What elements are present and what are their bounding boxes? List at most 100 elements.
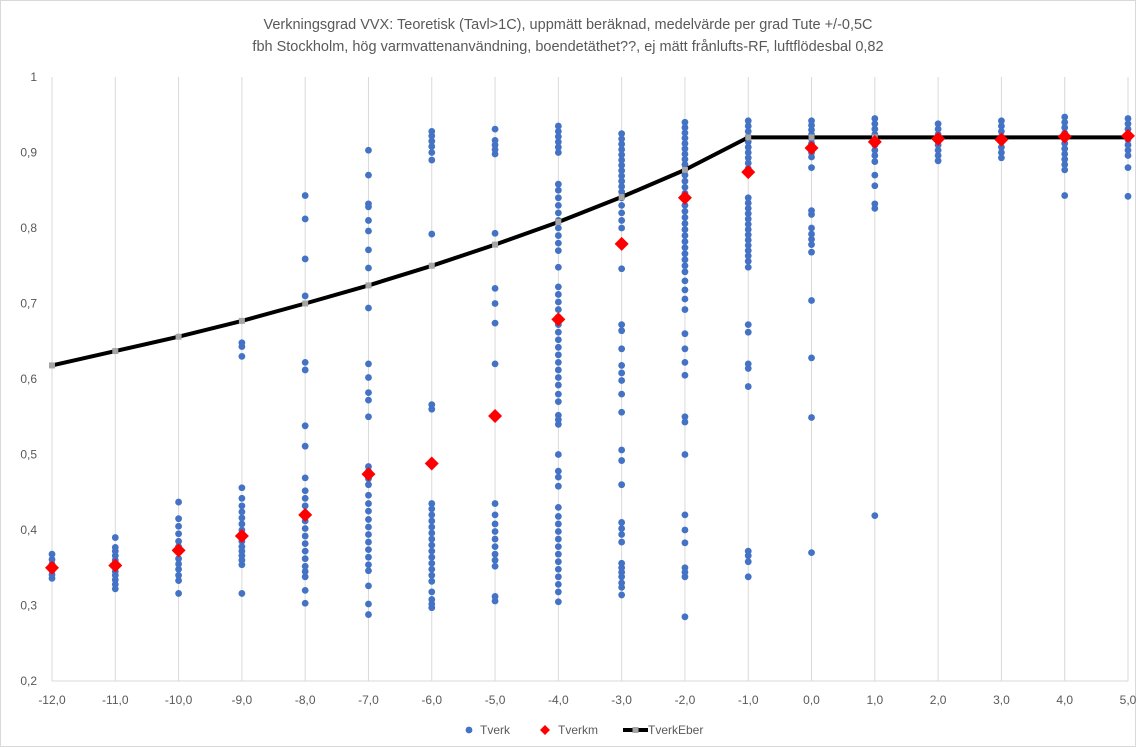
legend: Tverk Tverkm TverkEber: [465, 723, 703, 737]
tverk-point: [301, 540, 309, 547]
y-tick-label: 1: [30, 70, 37, 84]
tverk-point: [1061, 155, 1069, 163]
tverk-point: [681, 220, 689, 227]
tverk-point: [238, 590, 246, 597]
tverk-point: [491, 550, 499, 558]
tverk-point: [681, 511, 689, 519]
tverk-point: [618, 390, 626, 398]
tverk-point: [681, 118, 689, 126]
tverk-point: [428, 505, 436, 513]
tverkm-point: [867, 134, 882, 149]
tverk-point: [238, 484, 246, 492]
tverk-point: [554, 336, 562, 344]
tverk-point: [618, 525, 626, 532]
tverk-point: [175, 555, 182, 563]
tverk-point: [681, 214, 689, 221]
tverk-point: [365, 582, 372, 590]
tverk-point: [934, 146, 942, 154]
tverkeber-point: [238, 317, 245, 324]
tverk-point: [365, 507, 372, 515]
y-tick-label: 0,5: [20, 448, 37, 462]
tverk-point: [554, 247, 562, 255]
tverk-point: [1061, 161, 1069, 168]
tverkeber-point: [112, 348, 119, 355]
tverk-point: [554, 138, 562, 146]
tverk-point: [618, 167, 626, 175]
tverk-point: [554, 535, 562, 543]
tverk-point: [744, 383, 752, 390]
tverk-point: [681, 201, 689, 209]
tverk-point: [175, 565, 182, 573]
tverk-point: [1124, 120, 1132, 128]
tverk-point: [554, 528, 562, 535]
tverk-point: [744, 241, 752, 249]
tverk-point: [618, 345, 626, 353]
x-tick-label: -12,0: [38, 693, 66, 707]
tverk-point: [554, 558, 562, 566]
tverk-point: [301, 215, 309, 223]
tverk-point: [301, 422, 309, 430]
y-tick-label: 0,9: [20, 146, 37, 160]
x-tick-label: 5,0: [1120, 693, 1136, 707]
tverk-point: [681, 358, 689, 366]
tverk-point: [681, 277, 689, 285]
tverk-point: [554, 573, 562, 581]
tverk-point: [491, 528, 499, 535]
tverk-point: [618, 183, 626, 190]
tverk-point: [618, 377, 626, 384]
tverk-point: [365, 171, 372, 179]
y-tick-label: 0,6: [20, 372, 37, 386]
tverk-point: [428, 604, 436, 612]
x-tick-label: 2,0: [930, 693, 947, 707]
tverk-point: [744, 257, 752, 265]
tverkm-point: [234, 529, 249, 544]
tverk-point: [301, 292, 309, 300]
tverk-point: [175, 515, 182, 523]
tverk-point: [744, 328, 752, 336]
tverk-point: [491, 520, 499, 528]
tverk-point: [238, 561, 246, 569]
tverk-point: [365, 396, 372, 404]
tverk-point: [871, 204, 879, 212]
tverk-point: [301, 358, 309, 366]
x-tick-label: -5,0: [485, 693, 506, 707]
tverk-point: [1124, 152, 1132, 159]
tverk-point: [871, 182, 879, 190]
tverkm-point: [108, 558, 123, 573]
tverk-point: [428, 523, 436, 531]
x-tick-label: 0,0: [803, 693, 820, 707]
tverk-point: [238, 520, 246, 528]
tverk-point: [681, 286, 689, 294]
tverk-point: [681, 526, 689, 534]
tverkm-point: [677, 190, 692, 205]
tverk-point: [554, 239, 562, 247]
tverk-point: [618, 209, 626, 217]
tverk-point: [618, 369, 626, 377]
tverkm-point: [994, 132, 1009, 147]
tverk-point: [554, 451, 562, 458]
tverk-point: [175, 560, 182, 568]
tverk-point: [428, 405, 436, 413]
x-tick-label: -4,0: [548, 693, 569, 707]
tverk-point: [744, 558, 752, 566]
tverk-point: [428, 137, 436, 145]
tverk-point: [618, 151, 626, 159]
tverk-point: [681, 345, 689, 353]
tverk-point: [301, 532, 309, 540]
y-tick-label: 0,3: [20, 599, 37, 613]
tverk-point: [618, 161, 626, 169]
x-tick-label: 4,0: [1056, 693, 1073, 707]
tverk-point: [365, 146, 372, 154]
tverk-point: [554, 467, 562, 475]
tverk-point: [554, 520, 562, 528]
tverk-point: [871, 115, 879, 122]
tverk-point: [744, 194, 752, 202]
tverk-point: [871, 171, 879, 179]
tverkeber-point: [175, 333, 182, 340]
tverk-point: [618, 130, 626, 138]
tverk-point: [681, 145, 689, 153]
y-tick-label: 0,7: [20, 297, 37, 311]
tverk-point: [808, 241, 815, 249]
tverk-point: [554, 180, 562, 188]
